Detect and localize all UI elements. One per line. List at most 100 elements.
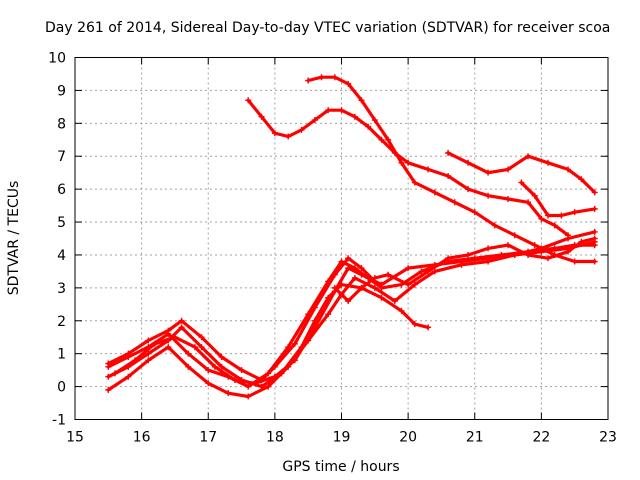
chart-title: Day 261 of 2014, Sidereal Day-to-day VTE… xyxy=(45,20,610,36)
data-point xyxy=(231,377,238,384)
data-point xyxy=(591,189,598,196)
data-point xyxy=(358,271,365,278)
data-point xyxy=(265,383,272,390)
data-point xyxy=(471,209,478,216)
data-point xyxy=(258,113,265,120)
data-point xyxy=(565,232,572,239)
data-point xyxy=(245,97,252,104)
data-point xyxy=(571,258,578,265)
data-point xyxy=(125,350,132,357)
data-point xyxy=(171,334,178,341)
data-point xyxy=(358,284,365,291)
x-tick-label: 16 xyxy=(133,430,151,446)
data-point xyxy=(291,340,298,347)
data-point xyxy=(565,166,572,173)
data-point xyxy=(551,222,558,229)
data-point xyxy=(445,149,452,156)
data-point xyxy=(271,373,278,380)
data-point xyxy=(378,136,385,143)
data-point xyxy=(511,232,518,239)
data-point xyxy=(271,363,278,370)
data-point xyxy=(391,298,398,305)
data-point xyxy=(398,307,405,314)
data-point xyxy=(425,166,432,173)
data-point xyxy=(318,74,325,81)
data-point xyxy=(298,126,305,133)
data-point xyxy=(291,357,298,364)
data-point xyxy=(245,393,252,400)
series-line xyxy=(106,240,597,399)
data-point xyxy=(125,373,132,380)
data-point xyxy=(591,235,598,242)
data-point xyxy=(418,268,425,275)
series-track-8 xyxy=(445,149,598,196)
data-point xyxy=(105,373,112,380)
x-tick-label: 22 xyxy=(532,430,550,446)
data-point xyxy=(311,117,318,124)
data-point xyxy=(311,324,318,331)
data-point xyxy=(451,199,458,206)
series-track-7 xyxy=(305,74,598,265)
data-point xyxy=(105,360,112,367)
data-point xyxy=(411,281,418,288)
data-point xyxy=(371,284,378,291)
data-point xyxy=(578,176,585,183)
data-point xyxy=(431,268,438,275)
data-point xyxy=(378,281,385,288)
data-point xyxy=(511,251,518,258)
data-point xyxy=(465,186,472,193)
data-point xyxy=(145,337,152,344)
y-tick-label: 3 xyxy=(57,281,66,297)
data-point xyxy=(371,117,378,124)
data-point xyxy=(151,340,158,347)
data-point xyxy=(205,367,212,374)
y-tick-label: 2 xyxy=(57,314,66,330)
data-point xyxy=(591,228,598,235)
data-point xyxy=(525,153,532,160)
data-point xyxy=(311,304,318,311)
series-line xyxy=(106,256,377,382)
data-point xyxy=(251,380,258,387)
series-layer xyxy=(105,74,598,400)
y-tick-label: 9 xyxy=(57,83,66,99)
data-point xyxy=(331,271,338,278)
data-point xyxy=(485,255,492,262)
data-point xyxy=(211,363,218,370)
data-point xyxy=(185,350,192,357)
data-point xyxy=(485,245,492,252)
data-point xyxy=(271,130,278,137)
data-point xyxy=(111,370,118,377)
data-point xyxy=(525,199,532,206)
data-point xyxy=(378,294,385,301)
y-tick-label: 10 xyxy=(48,51,66,67)
data-point xyxy=(105,386,112,393)
data-point xyxy=(191,344,198,351)
x-tick-label: 18 xyxy=(266,430,284,446)
data-point xyxy=(591,258,598,265)
data-point xyxy=(331,284,338,291)
data-point xyxy=(178,317,185,324)
data-point xyxy=(531,192,538,199)
data-point xyxy=(131,357,138,364)
data-point xyxy=(411,321,418,328)
series-line xyxy=(306,75,597,264)
data-point xyxy=(531,242,538,249)
data-point xyxy=(545,255,552,262)
data-point xyxy=(238,367,245,374)
x-tick-label: 21 xyxy=(466,430,484,446)
data-point xyxy=(458,258,465,265)
data-point xyxy=(218,363,225,370)
grid-lines xyxy=(75,57,608,420)
data-point xyxy=(325,107,332,114)
y-tick-label: -1 xyxy=(52,413,66,429)
data-point xyxy=(445,255,452,262)
series-line xyxy=(246,98,570,237)
data-point xyxy=(445,172,452,179)
data-point xyxy=(545,212,552,219)
series-track-5 xyxy=(111,228,598,387)
data-point xyxy=(198,344,205,351)
data-point xyxy=(398,159,405,166)
data-point xyxy=(205,380,212,387)
